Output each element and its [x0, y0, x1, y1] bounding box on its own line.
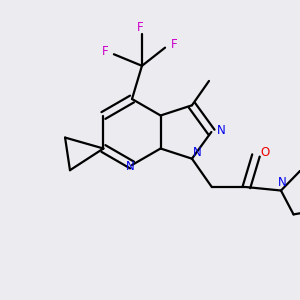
- Text: N: N: [193, 146, 201, 159]
- Text: N: N: [126, 160, 134, 172]
- Text: F: F: [171, 38, 177, 51]
- Text: N: N: [217, 124, 226, 137]
- Text: O: O: [260, 146, 270, 159]
- Text: F: F: [102, 45, 108, 58]
- Text: N: N: [278, 176, 286, 189]
- Text: F: F: [136, 21, 143, 34]
